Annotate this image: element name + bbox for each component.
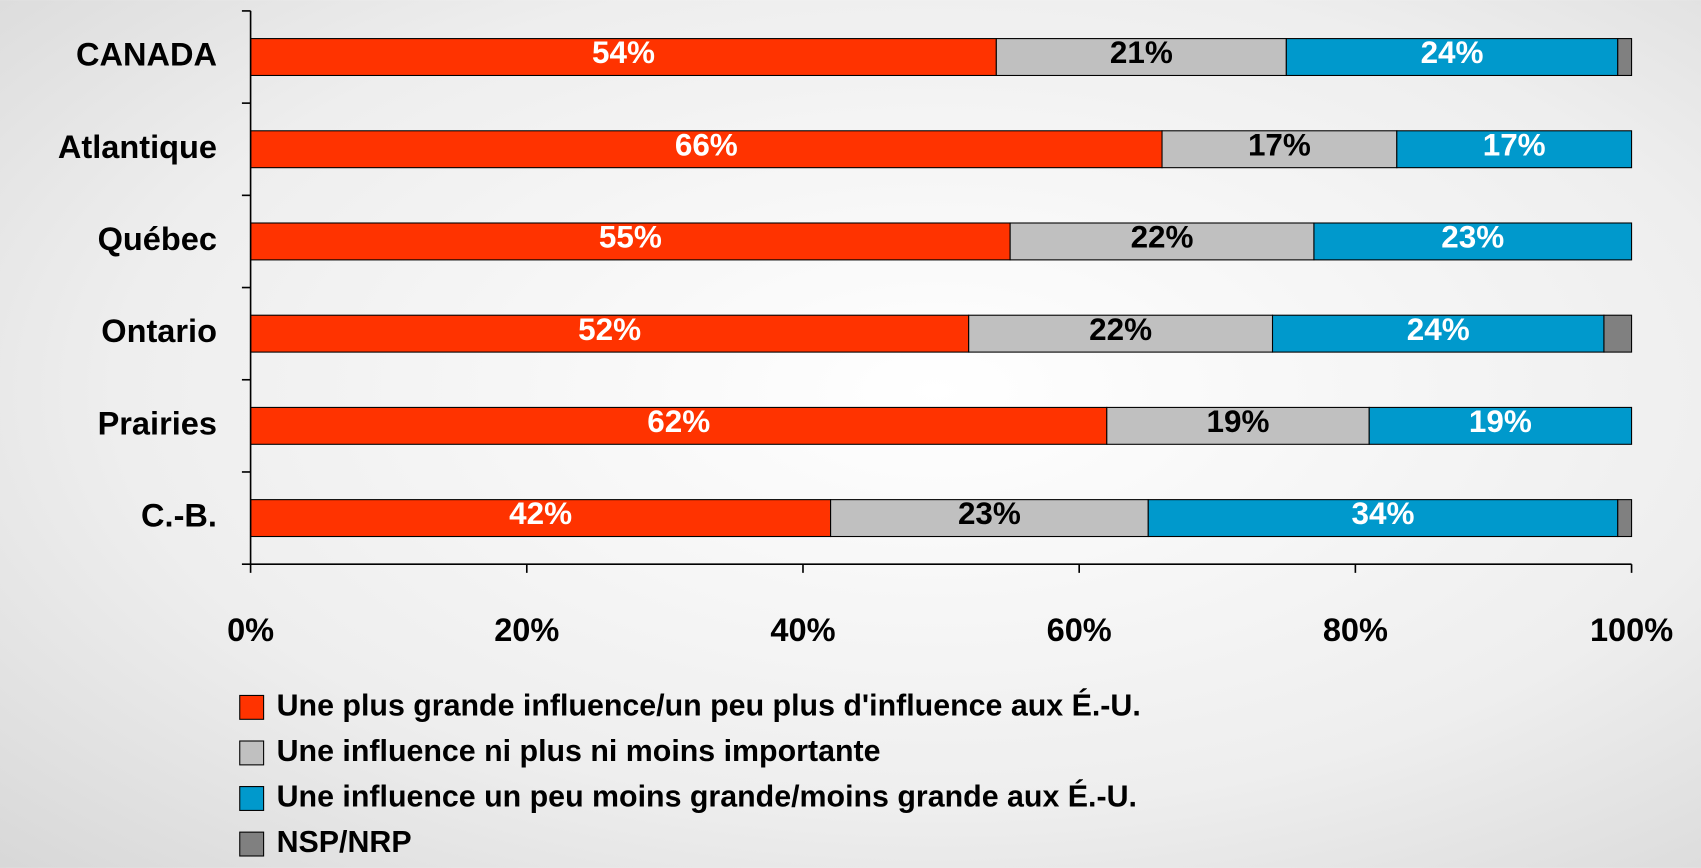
legend-swatch (239, 694, 265, 720)
bar-segment (1147, 499, 1619, 538)
legend-label: Une influence ni plus ni moins important… (277, 735, 881, 768)
value-label: 62% (647, 404, 710, 439)
value-label: 42% (509, 496, 572, 531)
value-label: 34% (1352, 496, 1415, 531)
category-label: Ontario (101, 313, 217, 349)
bar-segment (1617, 499, 1633, 538)
bar-segment (1009, 222, 1315, 261)
value-label: 23% (958, 496, 1021, 531)
value-label: 17% (1483, 127, 1546, 162)
value-label: 23% (1441, 220, 1504, 255)
bar-segment (250, 222, 1011, 261)
value-label: 66% (675, 127, 738, 162)
bar-segment (1603, 314, 1633, 353)
bar-segment (250, 38, 997, 77)
value-label: 21% (1110, 35, 1173, 70)
category-label: Atlantique (58, 129, 217, 165)
category-label: C.-B. (141, 498, 217, 534)
bar-segment (250, 499, 832, 538)
legend-swatch (239, 831, 265, 857)
value-label: 19% (1469, 404, 1532, 439)
value-label: 24% (1407, 312, 1470, 347)
value-label: 22% (1089, 312, 1152, 347)
bar-segment (1271, 314, 1605, 353)
bar-segment (250, 314, 970, 353)
bar-segment (1617, 38, 1633, 77)
value-label: 17% (1248, 127, 1311, 162)
x-tick-label: 0% (227, 612, 274, 648)
bar-segment (830, 499, 1149, 538)
x-tick-label: 80% (1323, 612, 1388, 648)
bar-segment (1161, 130, 1398, 169)
legend-swatch (239, 740, 265, 766)
bar-segment (1313, 222, 1633, 261)
bar-segment (995, 38, 1287, 77)
x-tick-label: 20% (494, 612, 559, 648)
x-tick-label: 40% (770, 612, 835, 648)
legend-swatch (239, 786, 265, 811)
category-label: Prairies (98, 405, 217, 441)
category-label: Québec (98, 221, 217, 257)
value-label: 22% (1131, 220, 1194, 255)
category-label: CANADA (76, 37, 217, 73)
bar-segment (1285, 38, 1619, 77)
bar-segment (1396, 130, 1633, 169)
bar-segment (250, 406, 1108, 445)
value-label: 52% (578, 312, 641, 347)
bar-segment (968, 314, 1274, 353)
value-label: 24% (1421, 35, 1484, 70)
value-label: 55% (599, 220, 662, 255)
bar-segment (250, 130, 1163, 169)
value-label: 19% (1207, 404, 1270, 439)
legend-label: Une influence un peu moins grande/moins … (277, 780, 1137, 814)
bar-segment (1106, 406, 1370, 445)
bar-segment (1368, 406, 1633, 445)
legend-label: Une plus grande influence/un peu plus d'… (277, 688, 1141, 722)
x-tick-label: 100% (1590, 612, 1673, 648)
x-tick-label: 60% (1047, 612, 1112, 648)
value-label: 54% (592, 35, 655, 70)
legend-label: NSP/NRP (277, 826, 412, 859)
